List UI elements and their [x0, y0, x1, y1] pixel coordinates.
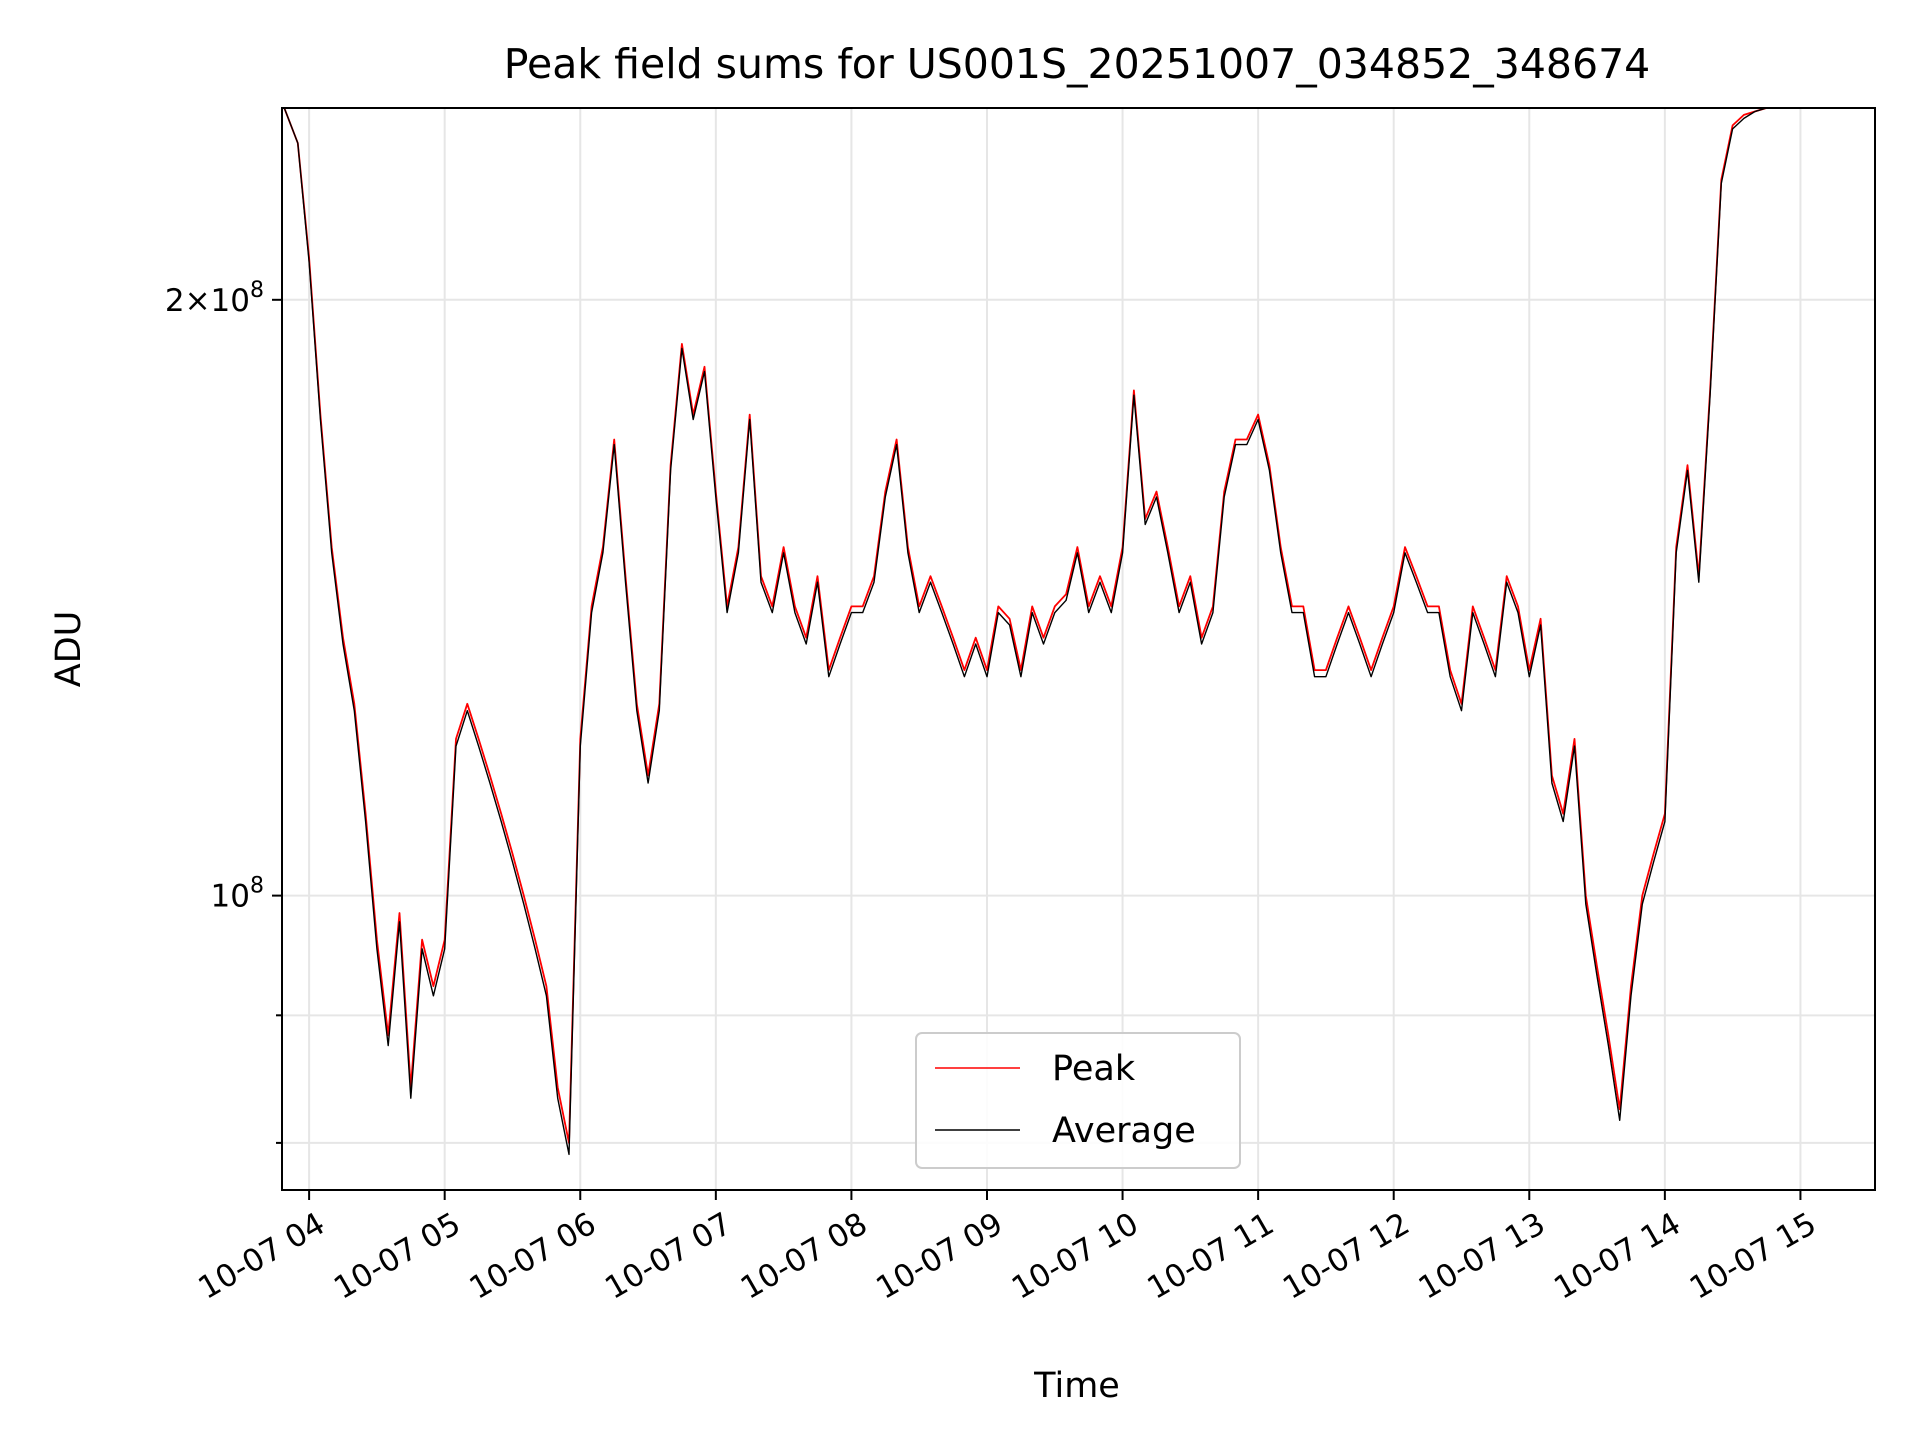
- x-axis-label: Time: [1033, 1366, 1120, 1406]
- legend-label-peak: Peak: [1052, 1049, 1136, 1089]
- y-axis-label: ADU: [49, 611, 89, 688]
- series-layer: [283, 107, 1767, 1156]
- plot-area: [281, 107, 1876, 1191]
- legend-box: [915, 1032, 1241, 1169]
- series-line-average: [283, 107, 1767, 1156]
- y-axis: 108 2×108: [165, 278, 282, 1144]
- y-tick-label: 108: [211, 874, 264, 915]
- y-tick-label: 2×108: [165, 278, 264, 319]
- chart-title: Peak field sums for US001S_20251007_0348…: [504, 40, 1651, 88]
- legend: Peak Average: [915, 1032, 1241, 1169]
- series-line-peak: [283, 107, 1767, 1144]
- legend-label-average: Average: [1052, 1111, 1196, 1151]
